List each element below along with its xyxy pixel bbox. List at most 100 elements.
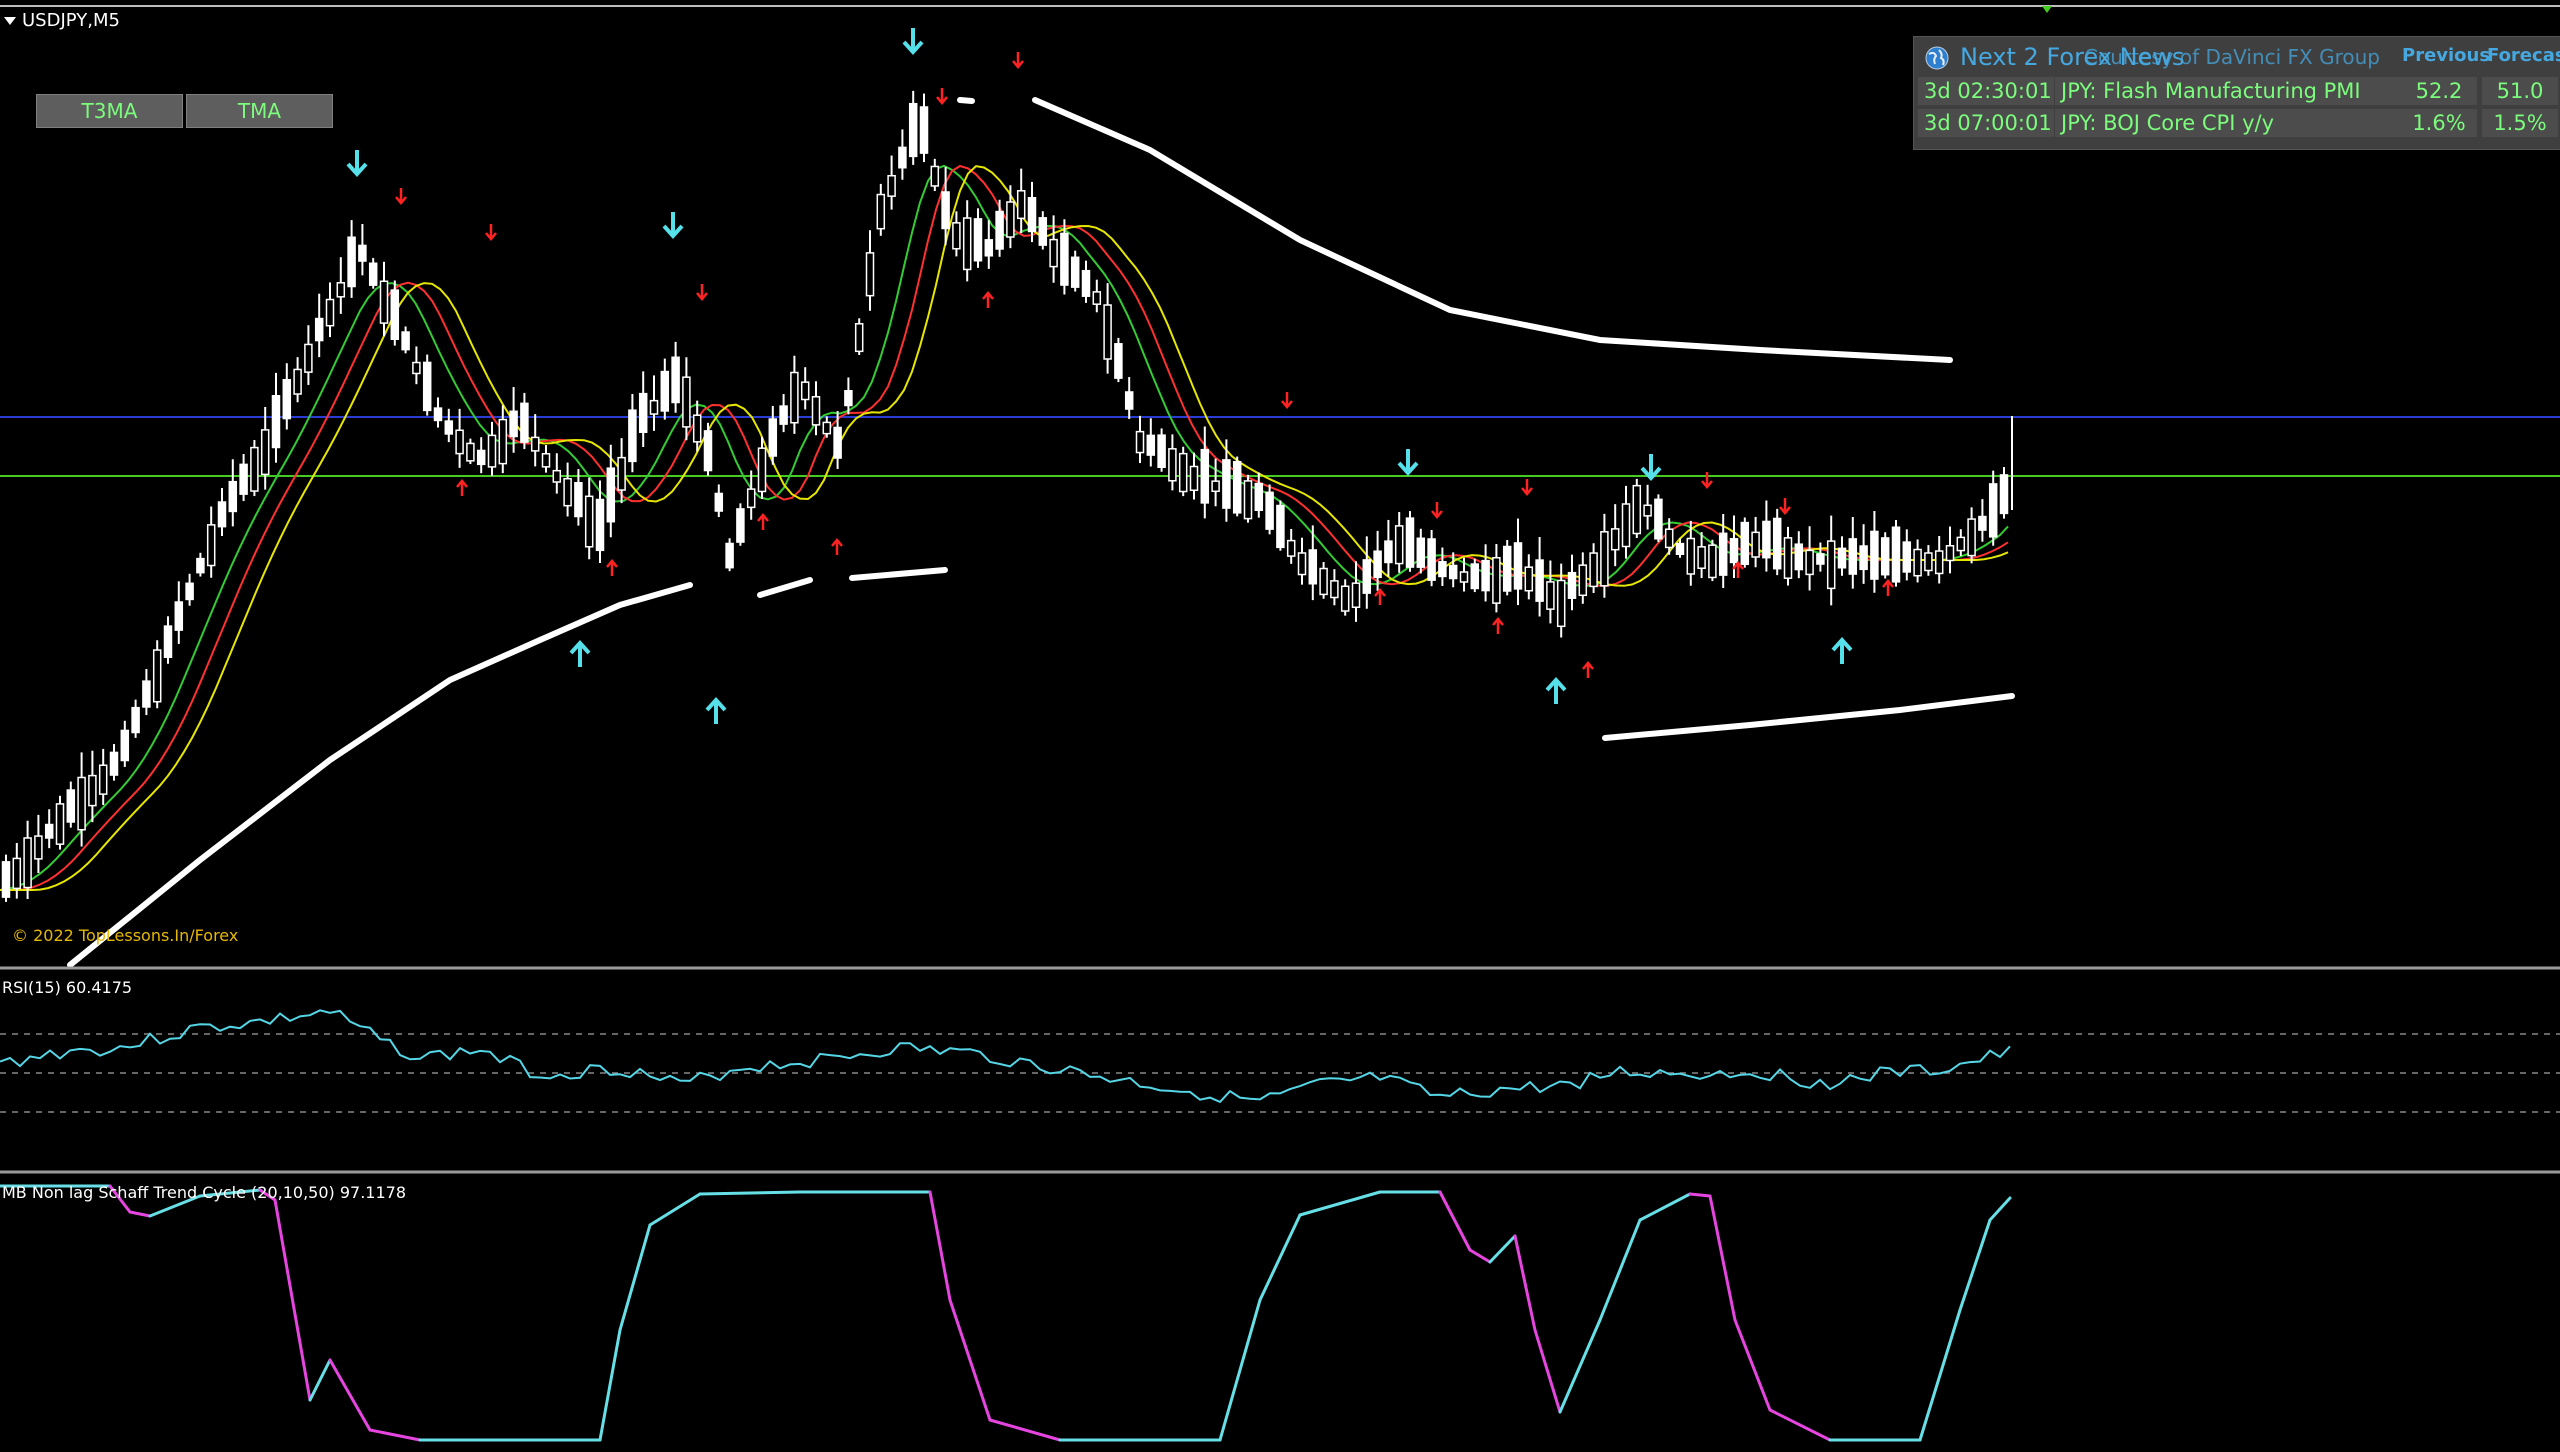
candle-body (455, 429, 464, 455)
big-up-arrow-icon (1831, 637, 1853, 664)
candle-body (1049, 238, 1058, 268)
stc-segment (258, 1188, 277, 1202)
candle-body (1772, 517, 1782, 570)
candle-body (833, 426, 842, 459)
symbol-header[interactable]: USDJPY,M5 (4, 10, 120, 31)
candle-body (260, 429, 270, 476)
candle-body (1438, 561, 1447, 578)
candle-body (941, 191, 950, 230)
candle-body (1459, 571, 1469, 583)
candle-body (336, 282, 346, 298)
candle-body (358, 244, 367, 262)
candle-body (1, 861, 11, 898)
candle-body (595, 498, 605, 552)
stc-segment (1218, 1298, 1262, 1442)
candle-body (984, 239, 994, 257)
candle-body (1945, 545, 1955, 562)
candle-body (1837, 547, 1847, 569)
candle-body (962, 217, 972, 271)
candle-body (606, 467, 616, 523)
candle-body (347, 236, 356, 288)
small-up-arrow-icon (1582, 661, 1594, 678)
stc-segment (698, 1190, 802, 1196)
stc-line (0, 1184, 2012, 1442)
small-up-arrow-icon (982, 291, 994, 308)
candle-body (1146, 434, 1156, 456)
candle-body (1816, 553, 1825, 565)
news-row-1-event: JPY: Flash Manufacturing PMI (2055, 77, 2401, 105)
big-down-arrow-icon (902, 28, 924, 55)
candle-body (1448, 564, 1458, 580)
candle-body (1675, 542, 1685, 556)
stc-segment (1438, 1190, 1472, 1252)
candle-body (1621, 503, 1631, 548)
stc-segment (328, 1358, 372, 1432)
candle-body (401, 331, 410, 351)
candle-body (995, 210, 1004, 250)
candle-body (1265, 491, 1274, 530)
candle-body (1740, 521, 1750, 566)
candle-body (1751, 531, 1760, 558)
candle-body (1211, 480, 1220, 493)
candle-body (1135, 430, 1145, 454)
candle-body (1340, 585, 1350, 612)
candle-body (703, 430, 713, 472)
candle-body (952, 222, 961, 250)
candle-body (1081, 269, 1091, 297)
small-up-arrow-icon (757, 513, 769, 530)
candle-body (736, 508, 745, 543)
candle-body (779, 405, 788, 425)
candle-body (746, 488, 756, 509)
small-down-arrow-icon (696, 284, 708, 301)
candle-body (1405, 517, 1415, 568)
candle-body (692, 414, 702, 443)
news-row-2-event: JPY: BOJ Core CPI y/y (2055, 109, 2401, 137)
candle-body (1297, 552, 1307, 576)
candle-body (908, 102, 918, 158)
candle-body (638, 392, 648, 433)
candle-body (552, 469, 562, 483)
candle-body (368, 262, 378, 286)
small-down-arrow-icon (485, 224, 497, 241)
candle-body (1157, 434, 1166, 468)
dropdown-triangle-icon[interactable] (4, 16, 16, 25)
candle-body (1006, 201, 1015, 238)
candle-body (1524, 566, 1534, 592)
candle-body (844, 390, 853, 407)
candle-body (250, 446, 259, 492)
candle-body (1880, 537, 1890, 576)
symbol-timeframe: USDJPY,M5 (22, 10, 120, 31)
candle-body (1762, 520, 1771, 559)
candle-body (1643, 504, 1652, 517)
stc-segment (598, 1328, 622, 1442)
candle-body (1826, 540, 1836, 590)
tma-button[interactable]: TMA (186, 94, 333, 128)
candle-body (1178, 452, 1188, 493)
candle-body (757, 447, 767, 493)
candle-body (1870, 530, 1879, 580)
candle-body (898, 146, 907, 169)
long-ma-segment (1602, 693, 2015, 741)
small-down-arrow-icon (1521, 479, 1533, 496)
stc-segment (148, 1194, 202, 1218)
news-row-1-time: 3d 02:30:01 (1918, 77, 2054, 105)
t3ma-button[interactable]: T3MA (36, 94, 183, 128)
candle-body (520, 402, 529, 443)
stc-segment (1733, 1318, 1772, 1412)
candle-body (34, 835, 43, 860)
small-down-arrow-icon (395, 188, 407, 205)
candle-body (1038, 217, 1048, 246)
long-ma-segment (1032, 97, 1953, 363)
long-ma-segment (757, 577, 813, 598)
candle-body (1254, 482, 1264, 512)
candle-body (44, 823, 54, 839)
long-ma-segment (67, 582, 693, 968)
candle-body (1578, 564, 1588, 597)
candle-body (1200, 448, 1210, 504)
candle-body (239, 463, 248, 495)
globe-icon (1925, 46, 1949, 70)
candle-body (1546, 581, 1555, 610)
news-panel-subtitle: Courtesy of DaVinci FX Group (2084, 45, 2380, 69)
news-row-2-forecast: 1.5% (2482, 109, 2558, 137)
